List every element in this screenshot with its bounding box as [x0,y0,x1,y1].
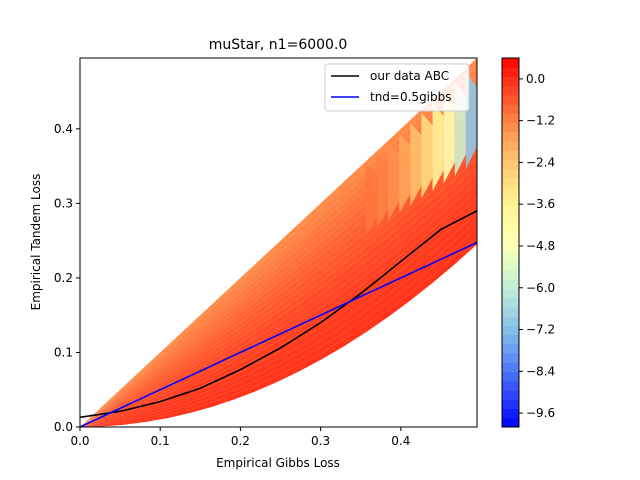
contour-band [421,112,433,199]
colorbar-segment [502,177,519,188]
colorbar-tick-label: −2.4 [526,155,555,169]
colorbar-segment [502,251,519,262]
series-lines [80,210,477,427]
colorbar-segment [502,150,519,160]
colorbar-tick-label: −4.8 [526,239,555,253]
contour-band [388,143,400,221]
plot-frame [79,57,478,428]
colorbar-tick-label: −8.4 [526,364,555,378]
colorbar-frame [501,57,520,428]
colorbar-segment [502,141,519,151]
colorbar-segment [502,76,519,87]
colorbar-segment [502,279,519,290]
contour-band [432,102,444,192]
chart-title: muStar, n1=6000.0 [209,37,348,53]
colorbar-segment [502,131,519,142]
colorbar-segment [502,325,519,336]
x-tick-label: 0.0 [70,434,89,448]
colorbar-tick-label: −7.2 [526,323,555,337]
contour-band [410,123,422,206]
colorbar-segment [502,122,519,133]
colorbar-segment [502,371,519,382]
colorbar-segment [502,316,519,327]
colorbar-tick-label: −1.2 [526,114,555,128]
series-line-our-data-abc [80,210,477,419]
colorbar-tick-label: −6.0 [526,281,555,295]
colorbar-tick-label: 0.0 [526,72,545,86]
colorbar: 0.0 −1.2 −2.4 −3.6 −4.8 −6.0 −7.2 −8.4 −9.6 [501,57,555,428]
colorbar-segment [502,67,519,77]
colorbar-segment [502,168,519,179]
colorbar-segment [502,159,519,170]
y-tick-label: 0.0 [54,420,73,434]
colorbar-segment [502,113,519,124]
colorbar-segment [502,353,519,363]
y-tick-label: 0.2 [54,271,73,285]
contour-band [399,133,411,214]
colorbar-segment [502,85,519,96]
colorbar-segment [502,297,519,308]
contour-band [365,163,377,236]
legend-label-our-data-abc: our data ABC [370,69,449,83]
legend: our data ABC tnd=0.5gibbs [324,63,470,112]
series-line-tnd-0-5gibbs [80,241,477,427]
colorbar-segment [502,214,519,225]
colorbar-segment [502,187,519,197]
y-tick-label: 0.3 [54,196,73,210]
colorbar-segment [502,408,519,419]
colorbar-segment [502,242,519,253]
colorbar-segment [502,399,519,410]
colorbar-tick-label: −9.6 [526,406,555,420]
colorbar-segment [502,260,519,271]
legend-label-tnd-05gibbs: tnd=0.5gibbs [370,90,452,104]
colorbar-segment [502,380,519,391]
colorbar-segment [502,224,519,234]
contour-band [443,92,455,184]
colorbar-segment [502,390,519,400]
y-axis: 0.0 0.1 0.2 0.3 0.4 [54,122,80,434]
x-tick-label: 0.2 [231,434,250,448]
contour-band [376,153,389,229]
colorbar-segment [502,288,519,299]
colorbar-segment [502,307,519,317]
colorbar-segment [502,205,519,216]
x-axis: 0.0 0.1 0.2 0.3 0.4 [70,427,410,448]
colorbar-segment [502,196,519,207]
colorbar-segment [502,334,519,345]
x-tick-label: 0.3 [311,434,330,448]
colorbar-segment [502,270,519,280]
colorbar-segment [502,417,519,428]
y-tick-label: 0.1 [54,345,73,359]
y-axis-label: Empirical Tandem Loss [29,174,43,311]
colorbar-tick-label: −3.6 [526,197,555,211]
colorbar-segment [502,343,519,354]
x-tick-label: 0.1 [151,434,170,448]
contour-band [80,58,477,427]
colorbar-segment [502,58,519,68]
y-tick-label: 0.4 [54,122,73,136]
x-tick-label: 0.4 [391,434,410,448]
x-axis-label: Empirical Gibbs Loss [216,456,340,470]
colorbar-segment [502,362,519,373]
contour-region [80,58,477,427]
colorbar-segment [502,94,519,105]
legend-box [324,63,470,112]
colorbar-segment [502,104,519,114]
colorbar-segment [502,233,519,243]
